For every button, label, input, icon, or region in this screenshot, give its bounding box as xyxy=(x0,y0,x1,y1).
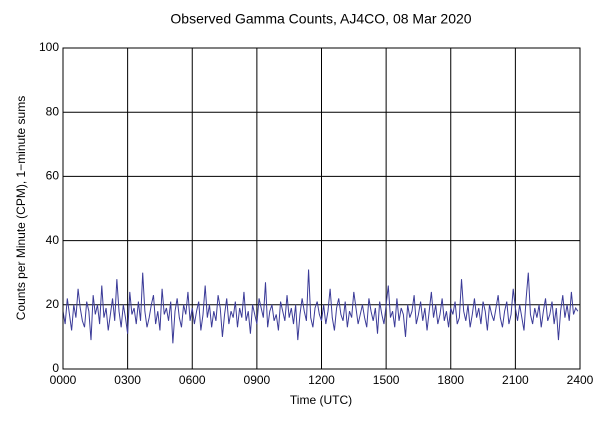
x-tick-label: 2400 xyxy=(567,373,594,387)
y-tick-label: 40 xyxy=(46,233,60,247)
y-tick-label: 0 xyxy=(52,361,59,375)
y-tick-label: 100 xyxy=(39,40,59,54)
data-line xyxy=(62,269,579,344)
x-tick-label: 2100 xyxy=(502,373,529,387)
x-tick-label: 0000 xyxy=(50,373,77,387)
x-tick-label: 0900 xyxy=(244,373,271,387)
x-tick-label: 1500 xyxy=(373,373,400,387)
x-tick-label: 0300 xyxy=(114,373,141,387)
y-tick-label: 60 xyxy=(46,169,60,183)
x-tick-label: 1800 xyxy=(437,373,464,387)
plot-frame xyxy=(62,47,581,370)
y-tick-label: 80 xyxy=(46,104,60,118)
x-axis-label: Time (UTC) xyxy=(290,393,352,407)
y-tick-label: 20 xyxy=(46,297,60,311)
x-tick-label: 1200 xyxy=(308,373,335,387)
x-tick-label: 0600 xyxy=(179,373,206,387)
y-axis-label: Counts per Minute (CPM), 1−minute sums xyxy=(14,96,28,320)
chart-title: Observed Gamma Counts, AJ4CO, 08 Mar 202… xyxy=(170,11,471,27)
